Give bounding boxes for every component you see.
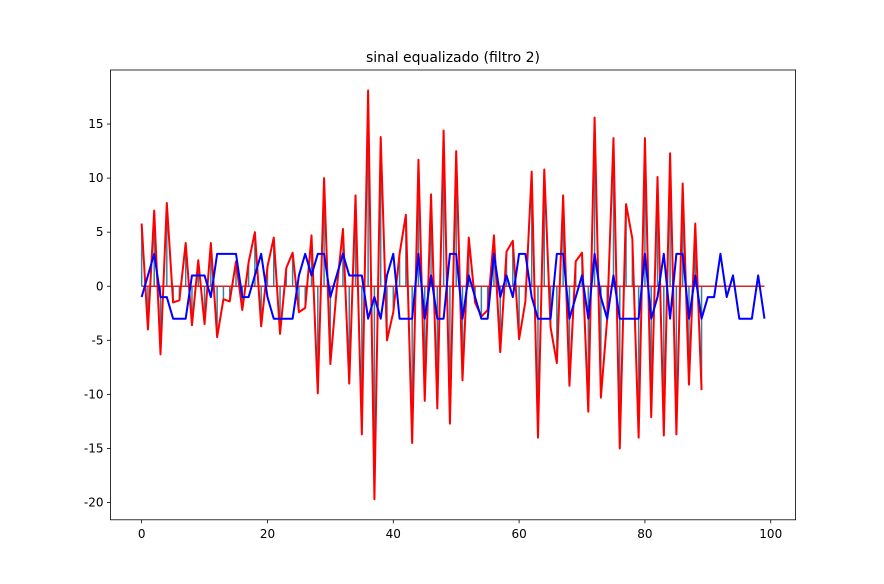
x-tick-label: 80: [637, 527, 652, 541]
y-tick-label: -5: [92, 333, 104, 347]
y-tick-label: 10: [88, 171, 103, 185]
y-tick-label: 5: [96, 225, 104, 239]
x-tick-label: 20: [260, 527, 275, 541]
y-tick-label: -20: [84, 496, 104, 510]
x-tick-label: 60: [511, 527, 526, 541]
x-tick-label: 40: [386, 527, 401, 541]
x-tick-label: 0: [138, 527, 146, 541]
y-tick-label: -10: [84, 387, 104, 401]
line-series: [140, 252, 766, 320]
x-tick-label: 100: [759, 527, 782, 541]
y-tick-label: 0: [96, 279, 104, 293]
y-tick-label: 15: [88, 117, 103, 131]
chart-title: sinal equalizado (filtro 2): [366, 50, 540, 66]
y-tick-label: -15: [84, 441, 104, 455]
plot-frame: [110, 69, 796, 521]
